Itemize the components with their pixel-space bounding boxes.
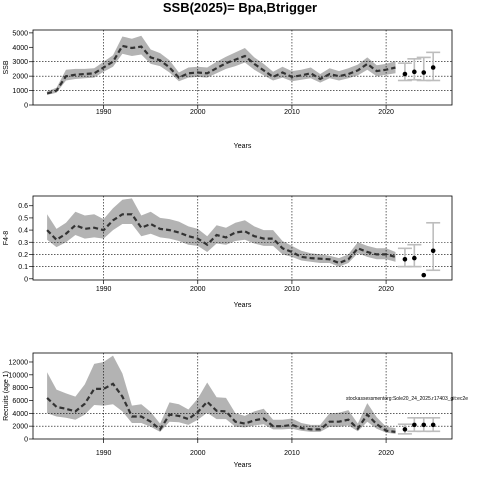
annotation-text: stockassessmentorg:Sole20_24_2025.r17403… bbox=[346, 396, 468, 402]
x-tick-label: 2000 bbox=[190, 450, 206, 457]
projection-point bbox=[430, 65, 436, 70]
y-tick-label: 6000 bbox=[12, 398, 28, 405]
y-tick-label: 0.6 bbox=[18, 203, 28, 210]
plot-frame bbox=[32, 352, 453, 440]
y-axis-label: Recruits (age 1) bbox=[3, 371, 10, 421]
projection-point bbox=[421, 272, 427, 278]
series-line bbox=[46, 44, 396, 95]
y-tick-label: 0.1 bbox=[18, 264, 28, 271]
confidence-band bbox=[47, 355, 396, 434]
projection-point bbox=[430, 422, 436, 428]
y-axis-label: F4-8 bbox=[3, 231, 10, 246]
x-tick-label: 2000 bbox=[190, 286, 206, 293]
x-axis-label: Years bbox=[234, 143, 252, 150]
y-tick-label: 8000 bbox=[12, 385, 28, 392]
plot-frame bbox=[32, 195, 453, 281]
y-tick-label: 0 bbox=[24, 276, 28, 283]
x-tick-label: 2020 bbox=[378, 286, 394, 293]
y-axis-label: SSB bbox=[3, 60, 10, 74]
y-tick-label: 0 bbox=[24, 437, 28, 444]
projection-point bbox=[412, 255, 417, 261]
x-tick-label: 1990 bbox=[96, 450, 112, 457]
y-tick-label: 2000 bbox=[12, 424, 28, 431]
y-tick-label: 5000 bbox=[12, 30, 28, 37]
series-line bbox=[46, 213, 396, 265]
y-tick-label: 2000 bbox=[12, 74, 28, 81]
y-tick-label: 0.3 bbox=[18, 240, 28, 247]
x-tick-label: 1990 bbox=[96, 109, 112, 116]
y-tick-label: 0 bbox=[24, 103, 28, 110]
projection-point bbox=[412, 69, 417, 75]
x-tick-label: 2010 bbox=[284, 286, 300, 293]
confidence-band bbox=[47, 198, 396, 267]
y-tick-label: 0.2 bbox=[18, 252, 28, 259]
x-tick-label: 2010 bbox=[284, 109, 300, 116]
y-tick-label: 0.5 bbox=[18, 215, 28, 222]
y-tick-label: 4000 bbox=[12, 45, 28, 52]
x-axis-label: Years bbox=[234, 462, 252, 469]
projection-point bbox=[430, 248, 436, 254]
chart-title: SSB(2025)= Bpa,Btrigger bbox=[163, 0, 317, 15]
recruitment-panel: 1990 2000 2010 2020 0 2000 4000 6000 8000 10000 12… bbox=[3, 352, 468, 469]
x-tick-label: 2010 bbox=[284, 450, 300, 457]
x-tick-label: 1990 bbox=[96, 286, 112, 293]
x-tick-label: 2020 bbox=[378, 109, 394, 116]
y-tick-label: 3000 bbox=[12, 59, 28, 66]
x-axis-label: Years bbox=[234, 302, 252, 309]
y-tick-label: 0.4 bbox=[18, 228, 28, 235]
x-tick-label: 2000 bbox=[190, 109, 206, 116]
projection-point bbox=[402, 71, 408, 77]
projection-point bbox=[421, 422, 427, 428]
y-tick-label: 1000 bbox=[12, 88, 28, 95]
y-tick-label: 4000 bbox=[12, 411, 28, 418]
fishing-mortality-panel: 1990 2000 2010 2020 0 0.1 0.2 0.3 0.4 0.5 0.6 Years… bbox=[3, 195, 453, 309]
ssb-panel: 1990 2000 2010 2020 0 1000 2000 3000 4000 5000 Yea… bbox=[3, 29, 453, 150]
projection-point bbox=[421, 70, 427, 75]
projection-point bbox=[402, 257, 408, 262]
projection-point bbox=[402, 427, 408, 432]
projection-point bbox=[412, 422, 417, 428]
y-tick-label: 12000 bbox=[9, 359, 29, 366]
series-line bbox=[46, 382, 396, 433]
y-tick-label: 10000 bbox=[9, 372, 29, 379]
plot-frame bbox=[32, 29, 453, 106]
x-tick-label: 2020 bbox=[378, 450, 394, 457]
